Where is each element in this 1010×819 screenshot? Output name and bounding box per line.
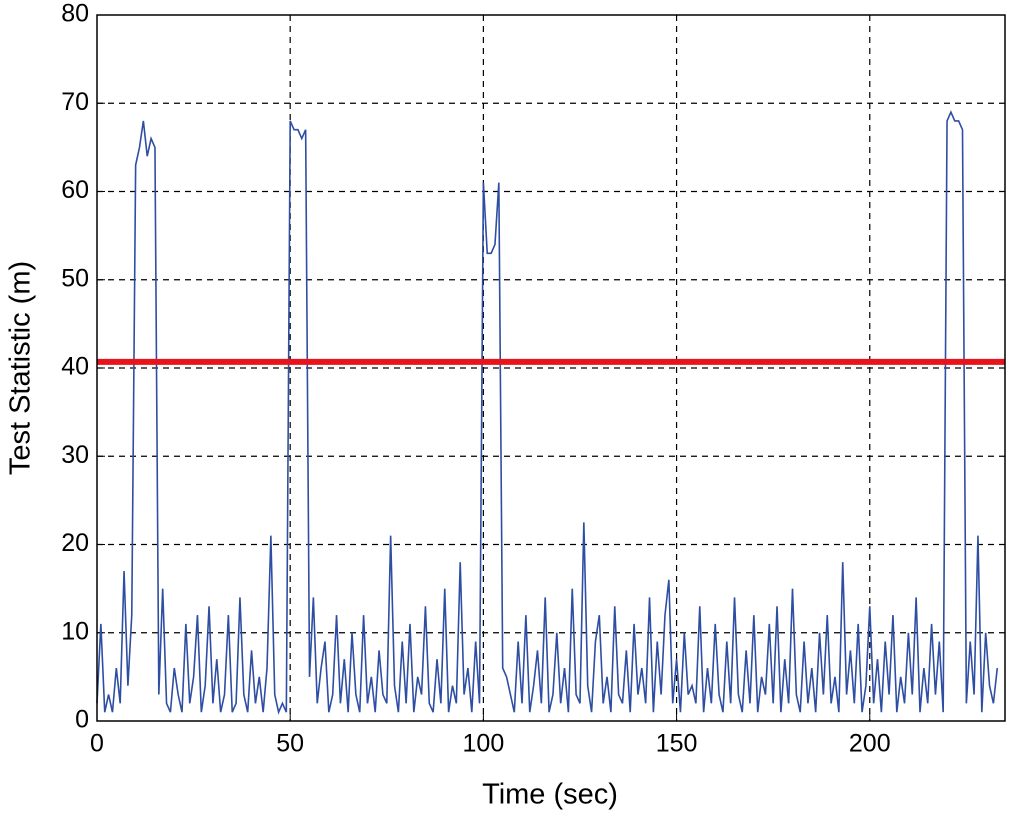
y-tick-label: 40 [61,353,89,381]
y-tick-label: 20 [61,529,89,557]
y-axis-label: Test Statistic (m) [5,261,37,475]
x-tick-label: 50 [276,730,304,758]
y-tick-label: 0 [75,706,89,734]
y-tick-label: 60 [61,176,89,204]
x-tick-label: 150 [656,730,698,758]
y-tick-label: 30 [61,441,89,469]
plot-frame [96,14,1006,722]
y-tick-label: 80 [61,0,89,28]
y-tick-label: 10 [61,617,89,645]
x-tick-label: 100 [463,730,505,758]
x-tick-label: 0 [90,730,104,758]
x-axis-label: Time (sec) [482,779,618,811]
y-tick-label: 50 [61,264,89,292]
x-tick-label: 200 [849,730,891,758]
y-tick-label: 70 [61,88,89,116]
data-line [96,110,999,715]
